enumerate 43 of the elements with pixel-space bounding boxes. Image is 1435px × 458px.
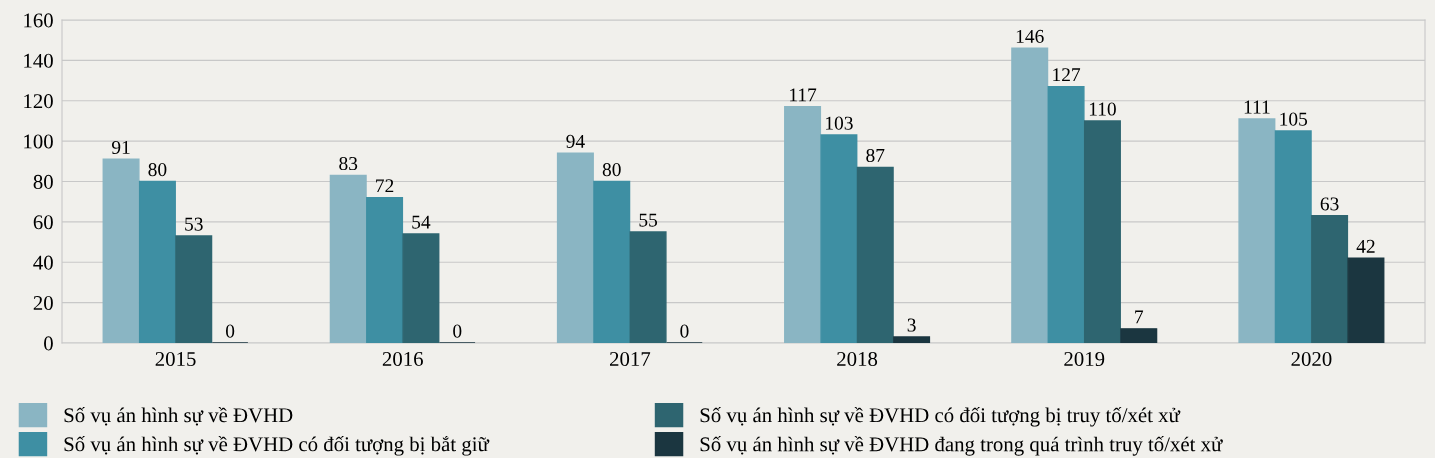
y-tick-label: 40	[33, 255, 53, 270]
legend-label: Số vụ án hình sự về ĐVHD đang trong quá trình truy tố/xét xử	[700, 436, 1223, 456]
data-label: 94	[566, 134, 585, 148]
data-label: 3	[907, 318, 916, 332]
data-label: 111	[1244, 100, 1270, 114]
data-label: 117	[790, 88, 817, 102]
data-label: 83	[339, 156, 358, 171]
data-label: 0	[680, 324, 689, 338]
data-label: 63	[1320, 197, 1339, 211]
y-tick-label: 100	[24, 134, 53, 149]
x-tick-label: 2017	[610, 351, 651, 366]
data-label: 42	[1356, 239, 1375, 253]
data-label: 72	[376, 179, 394, 193]
data-label: 0	[225, 324, 235, 338]
y-tick-label: 0	[44, 336, 53, 351]
legend-label: Số vụ án hình sự về ĐVHD có đối tượng bị truy tố/xét xử	[700, 406, 1181, 427]
data-label: 80	[602, 163, 621, 177]
data-label: 0	[453, 324, 462, 338]
legend-label: Số vụ án hình sự về ĐVHD có đối tượng bị bắt giữ	[64, 436, 490, 456]
data-label: 80	[148, 163, 167, 177]
x-tick-label: 2020	[1291, 351, 1332, 366]
x-tick-label: 2016	[382, 351, 423, 366]
y-tick-label: 120	[24, 94, 53, 109]
y-tick-label: 140	[24, 53, 53, 68]
y-tick-label: 160	[24, 13, 53, 28]
data-label: 55	[639, 213, 658, 227]
data-label: 110	[1089, 102, 1116, 116]
data-label: 103	[826, 116, 853, 130]
data-label: 54	[412, 215, 431, 229]
data-label: 87	[866, 148, 885, 163]
x-tick-label: 2018	[837, 351, 878, 366]
data-label: 105	[1280, 112, 1308, 126]
x-tick-label: 2015	[155, 351, 196, 366]
data-label: 53	[185, 217, 203, 231]
y-tick-label: 20	[33, 296, 53, 311]
data-label: 127	[1053, 68, 1081, 82]
legend-label: Số vụ án hình sự về ĐVHD	[64, 406, 293, 426]
data-label: 7	[1135, 310, 1144, 324]
data-label: 91	[111, 140, 130, 154]
data-label: 146	[1016, 29, 1044, 43]
y-tick-label: 80	[33, 174, 53, 189]
y-tick-label: 60	[33, 215, 53, 230]
x-tick-label: 2019	[1064, 351, 1105, 366]
